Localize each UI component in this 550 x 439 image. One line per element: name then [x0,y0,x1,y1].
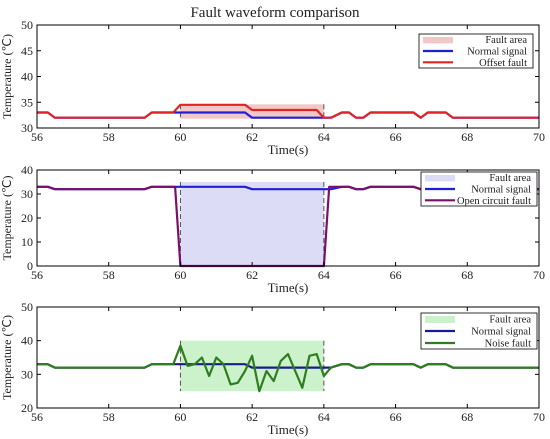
y-tick-label: 30 [21,187,33,201]
x-tick-label: 70 [533,268,545,282]
legend-label: Noise fault [485,339,531,350]
legend-label: Fault area [489,173,531,184]
y-tick-label: 35 [21,95,33,109]
y-tick-label: 40 [21,163,33,177]
x-tick-label: 60 [174,410,186,424]
x-tick-label: 68 [461,410,473,424]
x-tick-label: 56 [31,130,43,144]
legend-label: Normal signal [467,47,527,58]
fault-area [180,104,324,119]
x-tick-label: 68 [461,130,473,144]
y-tick-label: 0 [27,259,33,273]
x-tick-label: 62 [246,268,258,282]
figure-title: Fault waveform comparison [190,5,360,21]
legend-label: Offset fault [479,58,527,69]
y-tick-label: 10 [21,235,33,249]
x-tick-label: 64 [318,268,330,282]
y-tick-label: 40 [21,334,33,348]
x-tick-label: 62 [246,130,258,144]
legend-swatch-fault-area [425,175,455,182]
x-tick-label: 62 [246,410,258,424]
fault-area [180,182,324,266]
x-axis-label: Time(s) [268,280,309,295]
panel-offset-fault: 56 58 60 62 64 66 68 70 30 35 40 45 50 Time(s) Tempera… [0,18,545,157]
y-axis-label: Temperature (℃) [0,34,14,119]
x-tick-label: 66 [390,410,402,424]
legend-swatch-fault-area [425,316,455,323]
series-noise-fault [37,344,539,393]
legend-label: Fault area [485,35,527,46]
x-tick-label: 60 [174,268,186,282]
x-tick-label: 60 [174,130,186,144]
y-tick-label: 20 [21,401,33,415]
x-tick-label: 64 [318,130,330,144]
panel-open-circuit-fault: 56 58 60 62 64 66 68 70 0 10 20 30 40 Time(s) Temperat… [0,163,545,295]
x-tick-label: 56 [31,268,43,282]
y-tick-label: 50 [21,18,33,32]
legend-label: Normal signal [471,185,531,196]
series-offset-fault [37,103,539,119]
y-tick-label: 30 [21,367,33,381]
panel-noise-fault: 56 58 60 62 64 66 68 70 20 30 40 50 Time(s) Temperatu… [0,300,545,437]
x-tick-label: 56 [31,410,43,424]
x-tick-label: 70 [533,410,545,424]
y-tick-label: 30 [21,121,33,135]
x-axis-label: Time(s) [268,422,309,437]
y-axis-label: Temperature (℃) [0,315,14,400]
y-axis-label: Temperature (℃) [0,176,14,261]
plot-frame [36,306,540,409]
y-tick-label: 45 [21,44,33,58]
y-tick-label: 50 [21,300,33,314]
x-tick-label: 68 [461,268,473,282]
y-tick-label: 20 [21,211,33,225]
x-tick-label: 58 [103,130,115,144]
x-tick-label: 58 [103,268,115,282]
legend-label: Open circuit fault [457,196,531,207]
x-axis-label: Time(s) [268,142,309,157]
x-tick-label: 70 [533,130,545,144]
x-tick-label: 64 [318,410,330,424]
x-tick-label: 66 [390,130,402,144]
legend-label: Normal signal [471,327,531,338]
legend-label: Fault area [489,315,531,326]
x-tick-label: 66 [390,268,402,282]
y-tick-label: 40 [21,70,33,84]
x-tick-label: 58 [103,410,115,424]
legend-swatch-fault-area [423,37,453,44]
